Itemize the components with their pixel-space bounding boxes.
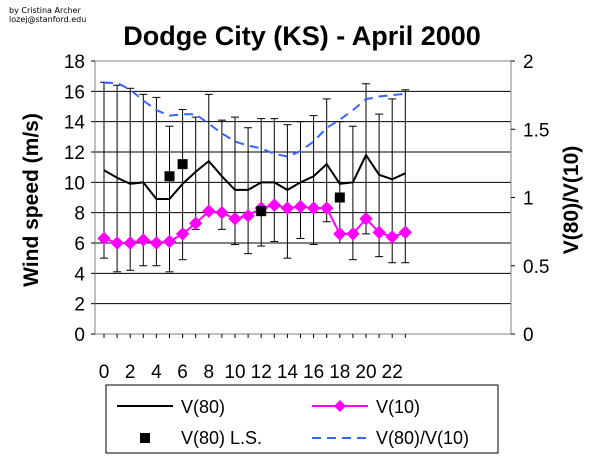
y-tick-label: 12	[64, 143, 85, 164]
y-tick-label: 8	[74, 204, 85, 225]
legend-label-v80-ls: V(80) L.S.	[181, 428, 262, 448]
gridlines	[95, 60, 511, 335]
x-tick-label: 14	[277, 362, 299, 383]
v10-diamond-marker	[202, 204, 216, 218]
v10-diamond-marker	[136, 233, 151, 247]
legend-label-v10: V(10)	[376, 397, 420, 417]
v10-diamond-marker	[149, 236, 164, 250]
x-tick-label: 18	[329, 362, 350, 383]
y-tick-label: 18	[64, 52, 85, 73]
x-tick-label: 0	[99, 362, 110, 383]
v10-diamond-marker	[280, 201, 295, 215]
series-line-v80-v10-ratio	[104, 81, 406, 158]
x-tick-label: 16	[303, 362, 324, 383]
v10-diamond-marker	[319, 201, 334, 215]
x-tick-label: 8	[204, 362, 215, 383]
v10-diamond-marker	[306, 201, 321, 215]
v10-diamond-marker	[333, 227, 347, 241]
legend-swatch-v80-ls	[140, 433, 150, 443]
x-tick-label: 4	[151, 362, 162, 383]
legend-box	[105, 384, 499, 454]
v10-diamond-marker	[346, 227, 360, 241]
plot-area	[94, 60, 512, 335]
x-tick-label: 10	[224, 362, 245, 383]
v80-ls-square-marker	[256, 206, 267, 217]
v10-diamond-marker	[215, 205, 229, 220]
series-line-v80	[103, 153, 406, 201]
y2-tick-label: 2	[523, 52, 534, 73]
x-tick-label: 12	[251, 362, 272, 383]
v10-diamond-marker	[359, 212, 373, 226]
v10-diamond-marker	[385, 230, 399, 244]
legend-label-v80: V(80)	[181, 397, 225, 417]
v10-diamond-marker	[372, 225, 386, 240]
v10-diamond-marker	[228, 212, 242, 226]
legend: V(80) V(10) V(80) L.S. V(80)/V(10)	[105, 384, 499, 454]
y-tick-label: 14	[64, 113, 86, 134]
y-tick-label: 0	[74, 325, 85, 346]
v10-diamond-marker	[162, 234, 177, 249]
v10-diamond-marker	[293, 199, 308, 214]
v10-diamond-marker	[123, 236, 137, 250]
v80-ls-square-marker	[177, 159, 188, 170]
v10-diamond-marker	[267, 198, 282, 212]
y-axis-label: Wind speed (m/s)	[20, 113, 43, 287]
y2-tick-label: 0	[523, 325, 534, 346]
v80-ls-square-marker	[164, 171, 175, 182]
series-line-v10	[103, 204, 406, 245]
x-tick-label: 6	[177, 362, 188, 383]
credit-author: by Cristina Archer	[9, 6, 81, 15]
v10-diamond-marker	[110, 236, 124, 250]
legend-diamond-v10	[334, 400, 346, 412]
v10-diamond-marker	[175, 227, 190, 241]
y-tick-label: 16	[64, 82, 85, 103]
series-layer	[97, 81, 413, 250]
x-tick-label: 2	[125, 362, 136, 383]
legend-label-ratio: V(80)/V(10)	[376, 428, 469, 448]
chart-title: Dodge City (KS) - April 2000	[123, 21, 481, 51]
y2-tick-label: 1	[523, 189, 534, 210]
y-tick-label: 10	[64, 173, 85, 194]
axes	[91, 60, 515, 338]
y2-tick-label: 1.5	[523, 120, 549, 141]
v10-diamond-marker	[398, 225, 413, 240]
y2-axis-label: V(80)/V(10)	[560, 146, 583, 255]
x-tick-label: 22	[382, 362, 403, 383]
y-tick-label: 2	[74, 295, 85, 316]
v10-diamond-marker	[97, 231, 111, 246]
v80-ls-square-marker	[334, 192, 345, 203]
y-tick-label: 6	[74, 234, 85, 255]
v10-diamond-marker	[241, 208, 255, 223]
credit-email: lozej@stanford.edu	[9, 15, 86, 24]
x-tick-label: 20	[355, 362, 376, 383]
y2-tick-label: 0.5	[523, 257, 549, 278]
y-tick-label: 4	[74, 264, 85, 285]
v10-diamond-marker	[188, 216, 203, 230]
